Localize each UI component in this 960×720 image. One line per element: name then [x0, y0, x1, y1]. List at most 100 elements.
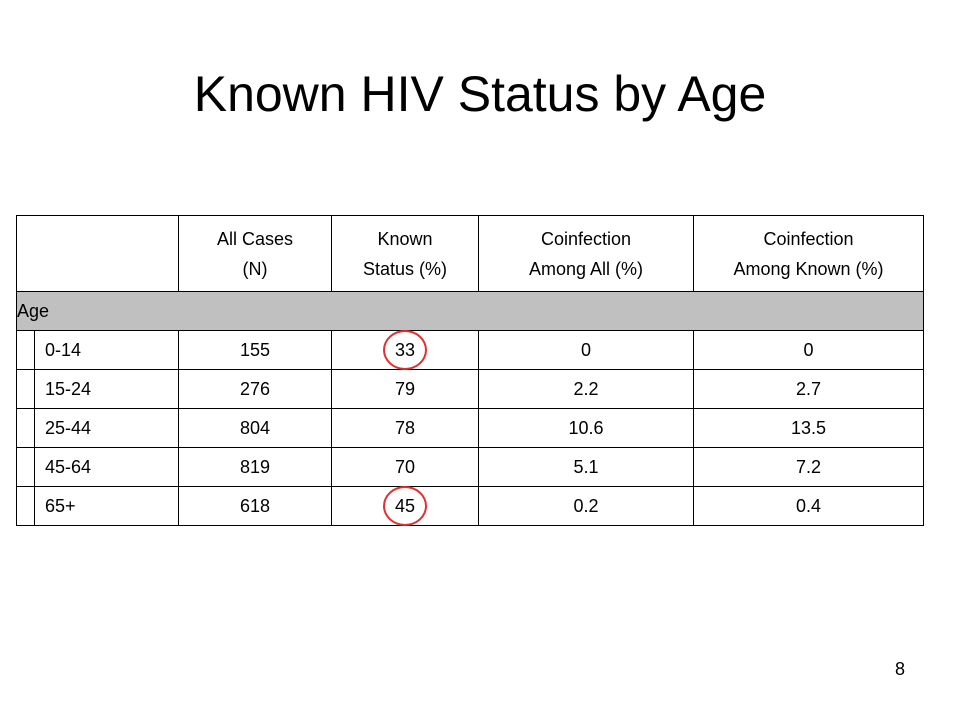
all-cases-cell: 804 — [178, 408, 332, 448]
table-header-row: All Cases (N) Known Status (%) Coinfecti… — [16, 215, 924, 292]
header-coinf-all-line2: Among All (%) — [528, 258, 644, 279]
age-range-cell-text: 45-64 — [45, 456, 92, 477]
coinfection-all-cell: 2.2 — [478, 369, 694, 409]
all-cases-cell: 819 — [178, 447, 332, 487]
table-row: 65+ 618 45 0.2 0.4 — [16, 486, 924, 526]
header-known-line2: Status (%) — [362, 258, 448, 279]
highlight-circle — [383, 486, 427, 526]
known-status-cell: 45 — [331, 486, 479, 526]
coinfection-known-cell-text: 7.2 — [795, 456, 822, 477]
age-range-cell-text: 65+ — [45, 495, 76, 516]
age-range-cell: 15-24 — [34, 369, 179, 409]
coinfection-all-cell: 10.6 — [478, 408, 694, 448]
coinfection-known-cell-value: 13.5 — [791, 418, 826, 439]
coinfection-all-cell-text: 10.6 — [568, 417, 604, 438]
row-indent-cell — [16, 369, 35, 409]
all-cases-cell-text: 155 — [239, 339, 271, 360]
known-status-cell-text: 78 — [394, 417, 416, 438]
all-cases-cell-text: 819 — [239, 456, 271, 477]
coinfection-known-cell-value: 2.7 — [796, 379, 821, 400]
coinfection-all-cell-value: 5.1 — [573, 457, 598, 478]
coinfection-all-cell-value: 10.6 — [568, 418, 603, 439]
age-range-cell: 65+ — [34, 486, 179, 526]
header-coinfection-known: Coinfection Among Known (%) — [693, 215, 924, 292]
known-status-cell: 79 — [331, 369, 479, 409]
all-cases-cell: 276 — [178, 369, 332, 409]
coinfection-known-cell: 2.7 — [693, 369, 924, 409]
row-indent-cell — [16, 447, 35, 487]
age-range-cell-text: 15-24 — [45, 378, 92, 399]
coinfection-known-cell-value: 0.4 — [796, 496, 821, 517]
coinfection-all-cell: 0.2 — [478, 486, 694, 526]
known-status-cell: 33 — [331, 330, 479, 370]
table-row: 0-14 155 33 0 0 — [16, 330, 924, 370]
age-range-cell-text: 25-44 — [45, 417, 92, 438]
all-cases-cell-value: 804 — [240, 418, 270, 439]
row-indent-cell — [16, 408, 35, 448]
coinfection-all-cell-text: 0 — [580, 339, 591, 360]
age-range-cell-text: 0-14 — [45, 339, 82, 360]
age-range-cell-value: 45-64 — [45, 457, 91, 478]
age-group-label: Age — [16, 291, 924, 331]
coinfection-all-cell: 5.1 — [478, 447, 694, 487]
coinfection-all-cell: 0 — [478, 330, 694, 370]
coinfection-known-cell-value: 0 — [803, 340, 813, 361]
coinfection-all-cell-text: 5.1 — [573, 456, 599, 477]
all-cases-cell-text: 618 — [239, 495, 271, 516]
known-status-cell-text: 70 — [394, 456, 416, 477]
known-status-cell: 78 — [331, 408, 479, 448]
known-status-cell-value: 33 — [383, 330, 427, 370]
coinfection-known-cell-value: 7.2 — [796, 457, 821, 478]
age-range-cell: 25-44 — [34, 408, 179, 448]
age-range-cell-value: 0-14 — [45, 340, 81, 361]
header-coinf-known-line2: Among Known (%) — [733, 258, 884, 279]
hiv-status-table: All Cases (N) Known Status (%) Coinfecti… — [16, 215, 924, 526]
age-range-cell-value: 65+ — [45, 496, 76, 517]
known-status-cell-value: 45 — [383, 486, 427, 526]
header-coinf-all-line1: Coinfection — [540, 228, 632, 249]
coinfection-all-cell-value: 0 — [581, 340, 591, 361]
header-empty-cell — [16, 215, 179, 292]
age-range-cell-value: 25-44 — [45, 418, 91, 439]
known-status-cell-value: 78 — [395, 418, 415, 439]
all-cases-cell-value: 155 — [240, 340, 270, 361]
header-coinfection-all: Coinfection Among All (%) — [478, 215, 694, 292]
known-status-cell-text: 79 — [394, 378, 416, 399]
coinfection-known-cell: 13.5 — [693, 408, 924, 448]
coinfection-known-cell: 0 — [693, 330, 924, 370]
known-status-cell-value: 70 — [395, 457, 415, 478]
header-all-cases-line2: (N) — [242, 258, 268, 279]
age-range-cell-value: 15-24 — [45, 379, 91, 400]
coinfection-known-cell: 0.4 — [693, 486, 924, 526]
age-range-cell: 0-14 — [34, 330, 179, 370]
coinfection-known-cell-text: 0.4 — [795, 495, 822, 516]
coinfection-all-cell-text: 0.2 — [573, 495, 599, 516]
row-indent-cell — [16, 486, 35, 526]
table-row: 15-24 276 79 2.2 2.7 — [16, 369, 924, 409]
coinfection-known-cell-text: 13.5 — [790, 417, 827, 438]
coinfection-all-cell-text: 2.2 — [573, 378, 599, 399]
all-cases-cell-text: 276 — [239, 378, 271, 399]
all-cases-cell-value: 276 — [240, 379, 270, 400]
known-status-cell-value: 79 — [395, 379, 415, 400]
all-cases-cell-value: 618 — [240, 496, 270, 517]
coinfection-all-cell-value: 0.2 — [573, 496, 598, 517]
highlight-circle — [383, 330, 427, 370]
coinfection-known-cell-text: 2.7 — [795, 378, 822, 399]
table-row: 25-44 804 78 10.6 13.5 — [16, 408, 924, 448]
all-cases-cell-value: 819 — [240, 457, 270, 478]
header-known-status: Known Status (%) — [331, 215, 479, 292]
slide-title: Known HIV Status by Age — [193, 66, 767, 122]
page-number: 8 — [894, 659, 905, 679]
age-range-cell: 45-64 — [34, 447, 179, 487]
header-known-line1: Known — [377, 228, 433, 249]
all-cases-cell: 618 — [178, 486, 332, 526]
header-all-cases-line1: All Cases — [216, 228, 294, 249]
all-cases-cell-text: 804 — [239, 417, 271, 438]
known-status-cell: 70 — [331, 447, 479, 487]
coinfection-known-cell: 7.2 — [693, 447, 924, 487]
age-group-row: Age — [16, 291, 924, 331]
all-cases-cell: 155 — [178, 330, 332, 370]
header-coinf-known-line1: Coinfection — [763, 228, 854, 249]
header-all-cases: All Cases (N) — [178, 215, 332, 292]
